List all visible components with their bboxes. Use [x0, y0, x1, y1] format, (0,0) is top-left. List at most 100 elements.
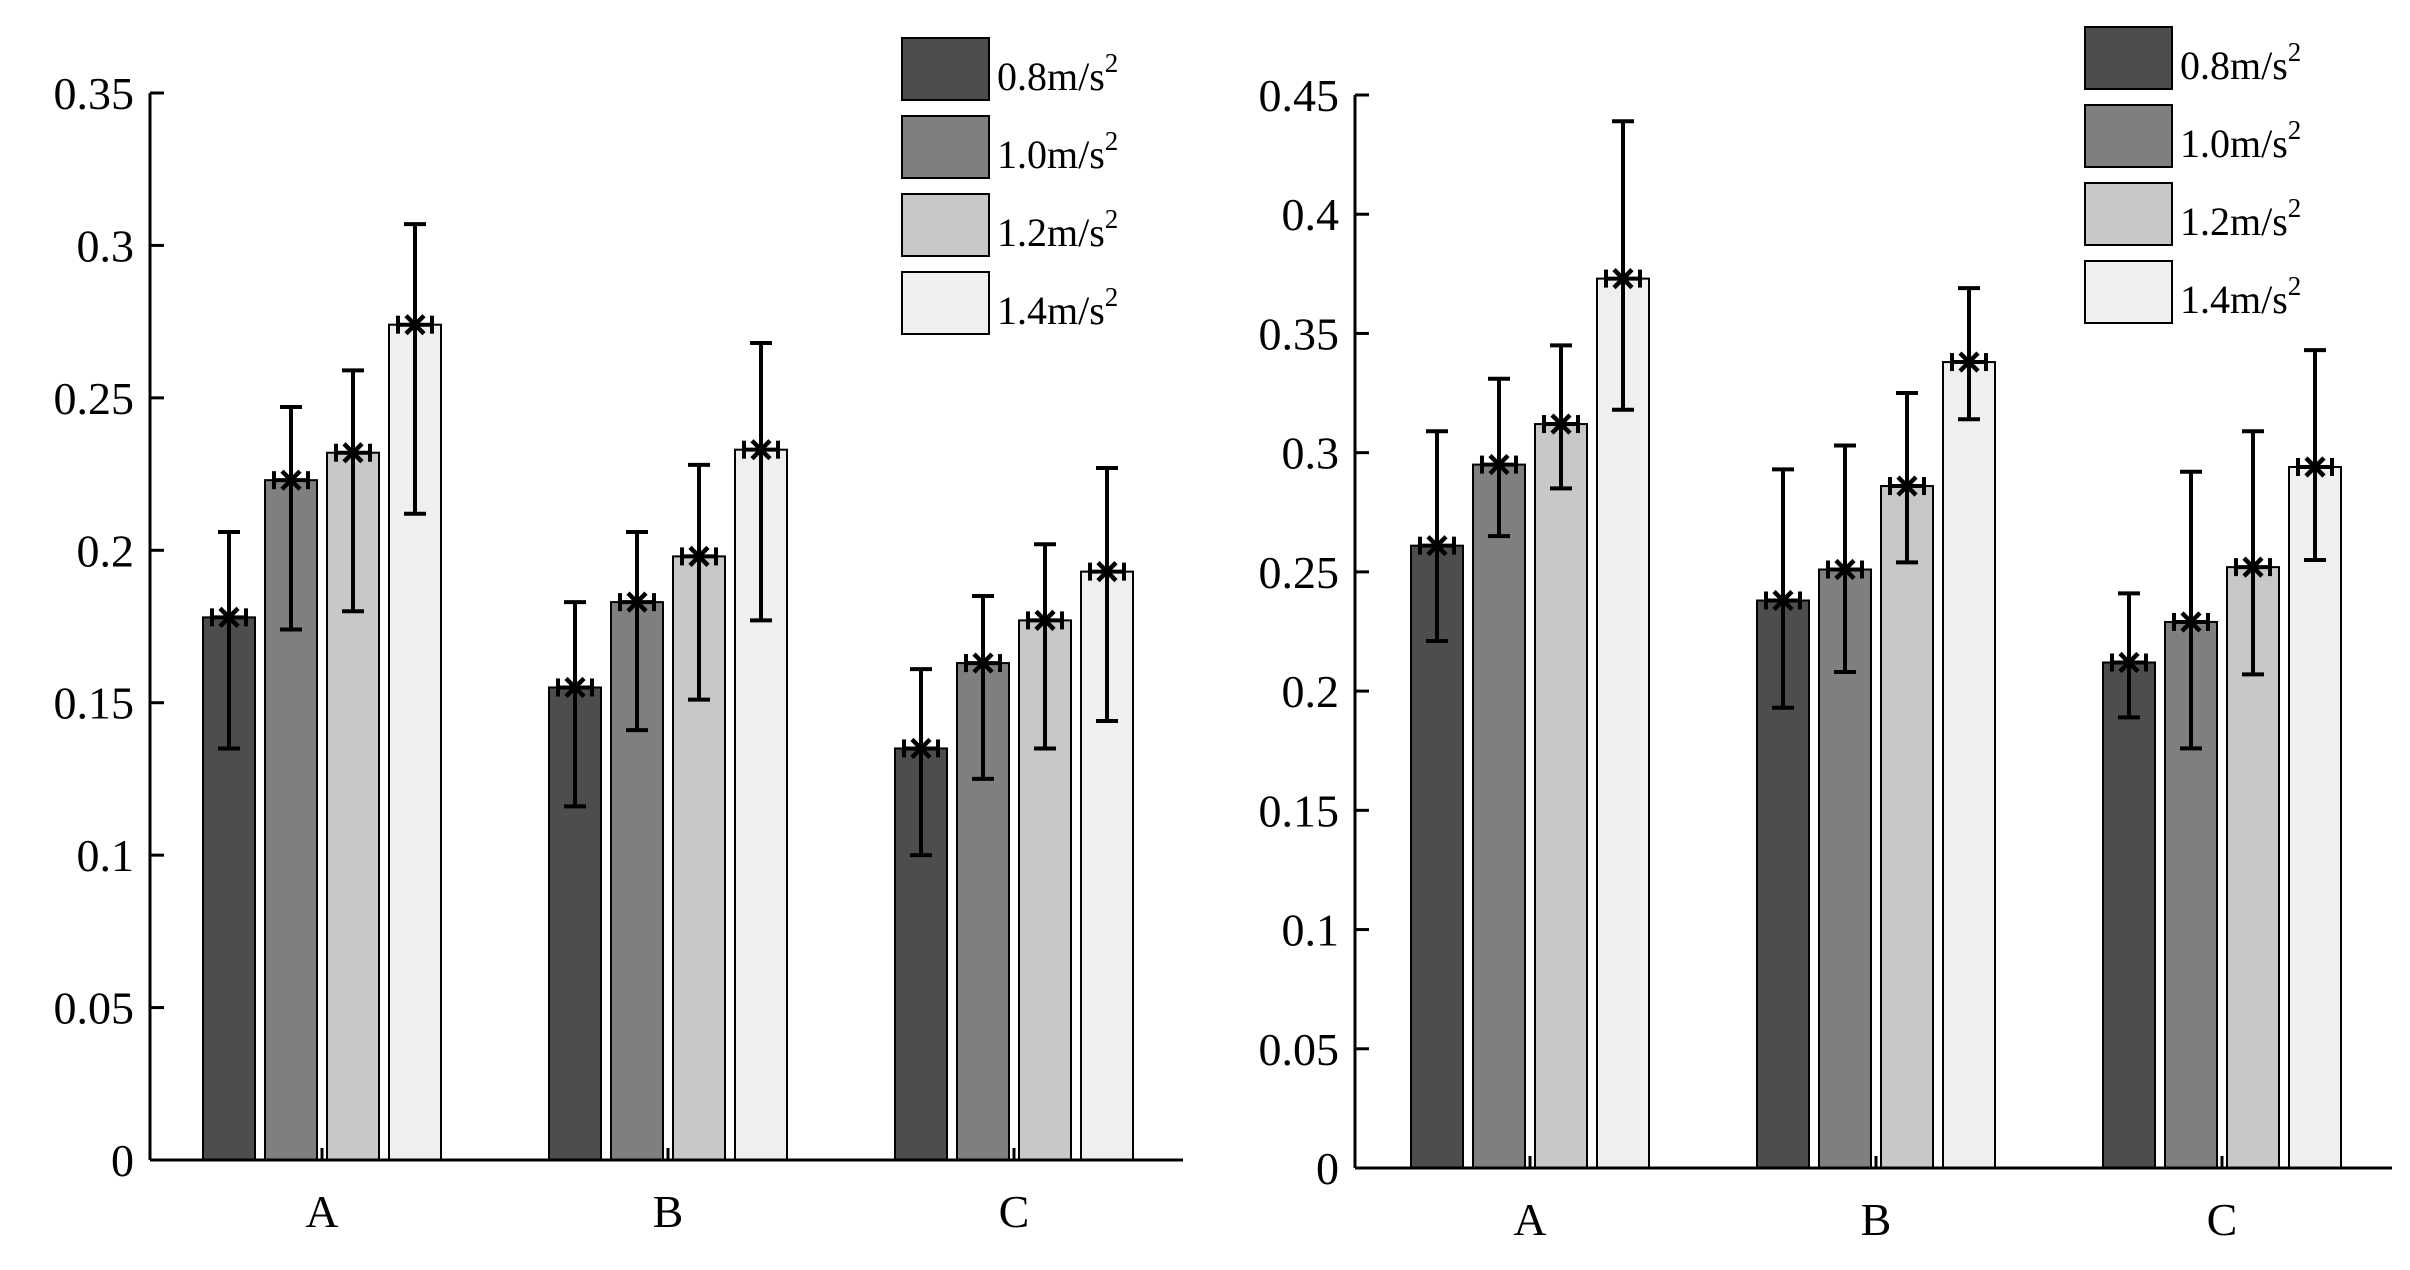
- y-tick-label: 0.1: [1282, 905, 1340, 956]
- error-bar-B-series-2: [618, 529, 656, 733]
- error-bar-C-series-1: [902, 667, 940, 858]
- x-tick-label: B: [653, 1186, 684, 1237]
- y-tick-label: 0.1: [77, 830, 135, 881]
- error-bar-B-series-2: [1826, 443, 1864, 675]
- error-bar-C-series-4: [1088, 465, 1126, 724]
- bar-C-series-4: [2288, 465, 2342, 1169]
- left-chart: 0 0.05 0.1 0.15 0.2 0.25 0.3 0.35 A B C 0.8m/s2 1.0m…: [54, 37, 1183, 1237]
- error-bar-A-series-4: [1604, 119, 1642, 412]
- mean-marker-x-b: [1488, 453, 1510, 476]
- y-tick-label: 0.2: [1282, 666, 1340, 717]
- y-tick-label: 0: [111, 1135, 134, 1186]
- y-tick-label: 0.05: [1259, 1024, 1340, 1075]
- mean-marker-x-b: [626, 591, 648, 613]
- legend-label-1: 0.8m/s2: [997, 48, 1118, 99]
- error-bar-C-series-4: [2296, 348, 2334, 562]
- error-bar-C-series-2: [2172, 469, 2210, 751]
- legend-label-2: 1.0m/s2: [997, 126, 1118, 177]
- legend-swatch-4: [2084, 260, 2173, 324]
- y-tick-label: 0.45: [1259, 70, 1340, 121]
- mean-marker-x-b: [688, 545, 710, 567]
- mean-marker-x-b: [1834, 558, 1856, 581]
- legend-swatch-4: [901, 271, 990, 335]
- bar-A-series-2: [1472, 463, 1526, 1170]
- error-bar-C-series-3: [2234, 429, 2272, 677]
- mean-marker-x-b: [404, 314, 426, 336]
- y-tick-label: 0.35: [54, 68, 135, 119]
- mean-marker-x-b: [564, 676, 586, 699]
- error-bar-A-series-3: [334, 368, 372, 614]
- legend-label-4: 1.4m/s2: [2180, 271, 2301, 322]
- mean-marker-x-b: [1958, 351, 1980, 373]
- error-bar-A-series-3: [1542, 343, 1580, 491]
- y-tick-label: 0.25: [1259, 547, 1340, 598]
- error-bar-A-series-4: [396, 222, 434, 516]
- legend-label-3: 1.2m/s2: [2180, 193, 2301, 244]
- mean-marker-x-b: [2118, 651, 2140, 674]
- mean-marker-x-b: [342, 442, 364, 464]
- y-tick-label: 0: [1316, 1143, 1339, 1194]
- x-tick-label: B: [1861, 1194, 1892, 1245]
- mean-marker-x-b: [218, 606, 240, 628]
- error-bar-B-series-3: [1888, 391, 1926, 565]
- error-bar-A-series-2: [1480, 376, 1518, 539]
- mean-marker-x-b: [1772, 589, 1794, 612]
- y-tick-label: 0.25: [54, 373, 135, 424]
- legend-swatch-3: [901, 193, 990, 257]
- bar-B-series-3: [1880, 485, 1934, 1169]
- error-bar-C-series-1: [2110, 591, 2148, 720]
- legend-swatch-3: [2084, 182, 2173, 246]
- y-tick-label: 0.2: [77, 525, 135, 576]
- error-bar-A-series-1: [210, 529, 248, 751]
- mean-marker-x-b: [910, 737, 932, 760]
- error-bar-A-series-1: [1418, 429, 1456, 644]
- y-tick-label: 0.3: [1282, 428, 1340, 479]
- error-bar-B-series-1: [556, 600, 594, 809]
- legend-swatch-2: [901, 115, 990, 179]
- y-tick-label: 0.15: [1259, 785, 1340, 836]
- mean-marker-x-b: [1896, 475, 1918, 497]
- bar-A-series-3: [1534, 423, 1588, 1169]
- legend-label-1: 0.8m/s2: [2180, 37, 2301, 88]
- mean-marker-x-b: [280, 469, 302, 491]
- mean-marker-x-b: [750, 439, 772, 461]
- bar-B-series-2: [1818, 568, 1872, 1169]
- mean-marker-x-b: [2304, 456, 2326, 478]
- y-tick-label: 0.15: [54, 678, 135, 729]
- error-bar-B-series-1: [1764, 467, 1802, 710]
- x-tick-label: A: [305, 1186, 338, 1237]
- right-chart: 0 0.05 0.1 0.15 0.2 0.25 0.3 0.35 0.4 0.45 A B C 0.8m…: [1259, 26, 2392, 1245]
- legend-swatch-1: [901, 37, 990, 101]
- error-bar-A-series-2: [272, 405, 310, 632]
- bar-A-series-4: [1596, 277, 1650, 1169]
- error-bar-B-series-3: [680, 462, 718, 702]
- y-tick-label: 0.35: [1259, 308, 1340, 359]
- error-bar-C-series-3: [1026, 542, 1064, 751]
- x-tick-label: C: [999, 1186, 1030, 1237]
- y-tick-label: 0.4: [1282, 189, 1340, 240]
- mean-marker-x-b: [1034, 609, 1056, 631]
- mean-marker-x-b: [1612, 268, 1634, 290]
- y-tick-label: 0.05: [54, 983, 135, 1034]
- x-tick-label: C: [2207, 1194, 2238, 1245]
- legend-label-3: 1.2m/s2: [997, 204, 1118, 255]
- legend-swatch-2: [2084, 104, 2173, 168]
- legend-label-4: 1.4m/s2: [997, 282, 1118, 333]
- y-tick-label: 0.3: [77, 220, 135, 271]
- legend-swatch-1: [2084, 26, 2173, 90]
- mean-marker-x-b: [2180, 611, 2202, 633]
- mean-marker-x-b: [1426, 535, 1448, 557]
- mean-marker-x-b: [1550, 413, 1572, 435]
- error-bar-B-series-4: [1950, 286, 1988, 422]
- legend: 0.8m/s2 1.0m/s2 1.2m/s2 1.4m/s2: [901, 37, 1118, 335]
- error-bar-C-series-2: [964, 594, 1002, 781]
- bar-B-series-4: [1942, 361, 1996, 1169]
- legend-label-2: 1.0m/s2: [2180, 115, 2301, 166]
- mean-marker-x-b: [1096, 561, 1118, 583]
- legend: 0.8m/s2 1.0m/s2 1.2m/s2 1.4m/s2: [2084, 26, 2301, 324]
- error-bar-B-series-4: [742, 340, 780, 623]
- x-tick-label: A: [1513, 1194, 1546, 1245]
- bar-C-series-1: [2102, 661, 2156, 1170]
